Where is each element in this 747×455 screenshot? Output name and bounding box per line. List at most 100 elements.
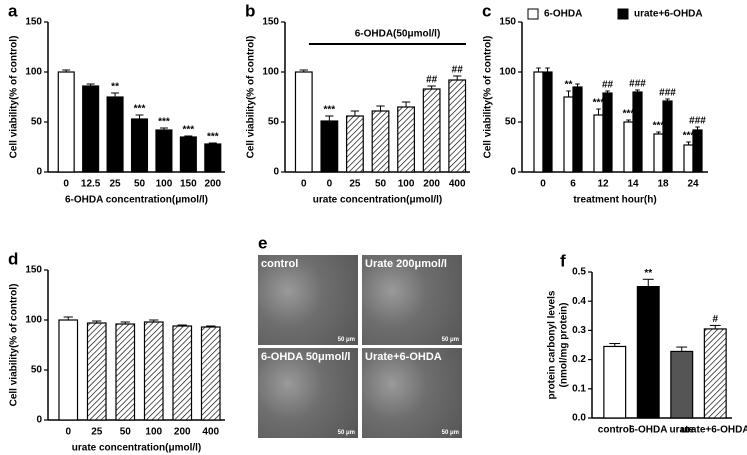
x-tick-label: 100 — [398, 179, 415, 190]
x-tick-label: urate+6-OHDA — [681, 425, 747, 436]
bar — [155, 129, 173, 173]
x-tick-label: 24 — [687, 179, 699, 190]
x-axis-label: urate concentration(μmol/l) — [313, 195, 442, 206]
x-tick-label: 18 — [657, 179, 669, 190]
bar — [593, 114, 604, 173]
bar — [397, 106, 415, 173]
x-tick-label: 12.5 — [81, 179, 101, 190]
bar — [371, 110, 390, 173]
panel-letter: f — [560, 251, 566, 270]
bar — [602, 92, 613, 173]
x-tick-label: 25 — [91, 427, 103, 438]
y-tick-label: 100 — [25, 67, 42, 78]
x-tick-label: 400 — [449, 179, 466, 190]
y-tick-label: 50 — [31, 117, 43, 128]
x-axis-label: 6-OHDA concentration(μmol/l) — [65, 195, 208, 206]
bar — [692, 129, 703, 173]
bar — [653, 133, 664, 173]
y-tick-label: 0.5 — [572, 267, 586, 278]
y-tick-label: 100 — [499, 67, 516, 78]
significance-label: ** — [565, 80, 573, 91]
tile-label: Urate+6-OHDA — [365, 351, 442, 363]
bar — [533, 71, 544, 173]
panel-letter: e — [258, 233, 267, 252]
y-tick-label: 150 — [25, 17, 42, 28]
y-tick-label: 0 — [36, 167, 42, 178]
x-tick-label: 50 — [120, 427, 132, 438]
x-tick-label: 0 — [327, 179, 333, 190]
panel-letter: d — [8, 249, 18, 268]
y-axis-label: Cell viability(% of control) — [483, 36, 494, 159]
significance-label: ** — [644, 268, 652, 279]
x-tick-label: control — [598, 425, 632, 436]
y-tick-label: 150 — [25, 265, 42, 276]
x-tick-label: 400 — [202, 427, 219, 438]
bar — [422, 88, 441, 173]
significance-label: *** — [158, 117, 170, 128]
x-tick-label: 0 — [301, 179, 307, 190]
x-tick-label: 25 — [349, 179, 361, 190]
y-tick-label: 0.0 — [572, 413, 586, 424]
y-axis-label: Cell viability(% of control) — [9, 284, 20, 407]
x-tick-label: 6-OHDA — [629, 425, 667, 436]
significance-label: *** — [623, 109, 635, 120]
bar — [603, 345, 627, 419]
x-axis-label: urate concentration(μmol/l) — [72, 443, 201, 454]
y-tick-label: 100 — [262, 67, 279, 78]
bar — [636, 286, 660, 419]
bar — [632, 91, 643, 173]
bar — [294, 71, 313, 173]
bar — [57, 71, 75, 173]
panel-letter: b — [245, 1, 255, 20]
legend-swatch — [527, 8, 539, 20]
x-tick-label: 100 — [156, 179, 173, 190]
y-axis-label: protein carbonyl levels — [547, 290, 558, 399]
legend-label: urate+6-OHDA — [634, 9, 703, 20]
x-tick-label: 200 — [423, 179, 440, 190]
bar — [82, 85, 100, 173]
significance-label: *** — [183, 125, 195, 136]
significance-label: *** — [207, 132, 219, 143]
x-tick-label: 50 — [134, 179, 146, 190]
x-tick-label: 200 — [174, 427, 191, 438]
bar — [58, 319, 79, 421]
x-tick-label: 0 — [540, 179, 546, 190]
significance-label: ## — [452, 65, 464, 76]
scale-bar-label: 50 μm — [441, 430, 459, 436]
bar — [563, 96, 574, 173]
bar — [542, 71, 553, 173]
panel-letter: c — [482, 1, 491, 20]
significance-label: ## — [426, 75, 438, 86]
significance-label: *** — [593, 98, 605, 109]
micrograph: Urate+6-OHDA 50 μm — [362, 348, 462, 438]
significance-label: ### — [659, 88, 676, 99]
x-axis-label: treatment hour(h) — [573, 195, 656, 206]
y-tick-label: 0 — [510, 167, 516, 178]
y-tick-label: 0.1 — [572, 383, 586, 394]
scale-bar-label: 50 μm — [337, 430, 355, 436]
x-tick-label: 100 — [145, 427, 162, 438]
x-tick-label: 200 — [204, 179, 221, 190]
x-tick-label: 14 — [627, 179, 639, 190]
bar — [200, 326, 221, 421]
significance-label: ### — [629, 79, 646, 90]
y-tick-label: 50 — [31, 365, 43, 376]
significance-label: ** — [111, 82, 119, 93]
bar — [143, 321, 164, 421]
legend-swatch — [617, 8, 629, 20]
y-axis-label: Cell viability(% of control) — [9, 36, 20, 159]
bar — [703, 328, 727, 419]
bar — [320, 120, 339, 173]
y-tick-label: 100 — [25, 315, 42, 326]
x-tick-label: 6 — [570, 179, 576, 190]
y-axis-label: (nmol/mg protein) — [559, 303, 570, 388]
y-tick-label: 50 — [268, 117, 280, 128]
significance-label: # — [712, 314, 718, 325]
tile-label: Urate 200μmol/l — [365, 258, 447, 270]
scale-bar-label: 50 μm — [337, 337, 355, 343]
significance-label: *** — [324, 105, 336, 116]
x-tick-label: 0 — [65, 427, 71, 438]
bar — [204, 143, 222, 173]
x-tick-label: 0 — [63, 179, 69, 190]
